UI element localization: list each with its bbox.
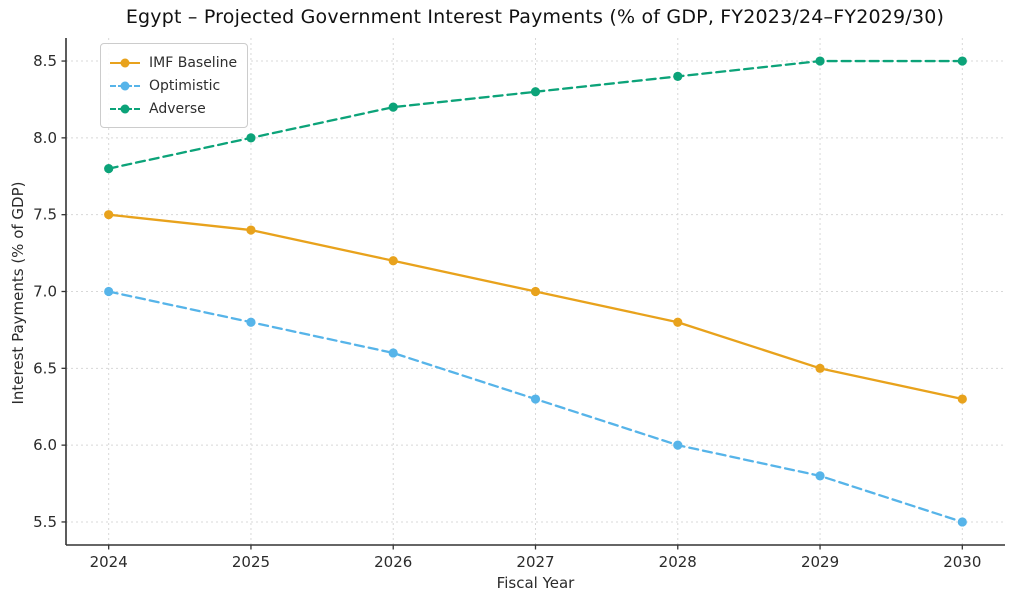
data-point-optimistic xyxy=(104,286,114,297)
y-tick-label: 8.5 xyxy=(33,52,57,70)
data-point-adverse xyxy=(530,87,541,97)
data-point-optimistic xyxy=(388,348,398,358)
legend-line-marker-icon xyxy=(110,104,140,114)
x-tick-label: 2029 xyxy=(801,553,839,571)
y-tick-label: 6.0 xyxy=(33,436,57,454)
y-axis-label: Interest Payments (% of GDP) xyxy=(9,181,27,405)
y-tick-label: 5.5 xyxy=(33,513,57,531)
legend-line-marker-icon xyxy=(110,81,140,91)
data-point-adverse xyxy=(246,133,256,143)
data-point-imf-baseline xyxy=(530,286,541,297)
y-tick-label: 7.5 xyxy=(33,206,57,224)
chart-title: Egypt – Projected Government Interest Pa… xyxy=(125,6,945,28)
x-tick-label: 2030 xyxy=(943,553,981,571)
series-line-imf-baseline xyxy=(107,213,964,401)
data-point-imf-baseline xyxy=(246,225,256,235)
data-point-imf-baseline xyxy=(957,394,967,404)
legend-item: IMF Baseline xyxy=(110,51,237,74)
series-line-optimistic xyxy=(107,290,964,524)
y-tick-label: 7.0 xyxy=(33,283,57,301)
data-point-imf-baseline xyxy=(388,256,398,266)
data-point-adverse xyxy=(673,71,683,82)
x-tick-label: 2027 xyxy=(516,553,554,571)
legend-label: IMF Baseline xyxy=(149,54,238,71)
legend-line-marker-icon xyxy=(110,58,140,68)
data-point-adverse xyxy=(388,102,398,112)
legend-label: Adverse xyxy=(149,100,206,117)
x-tick-label: 2025 xyxy=(232,553,270,571)
data-point-adverse xyxy=(957,56,967,66)
data-point-optimistic xyxy=(815,471,825,481)
legend-item: Adverse xyxy=(110,97,237,120)
data-point-imf-baseline xyxy=(104,210,114,220)
y-tick-label: 8.0 xyxy=(33,129,57,147)
data-point-optimistic xyxy=(246,317,256,327)
x-tick-label: 2024 xyxy=(90,553,128,571)
data-point-adverse xyxy=(815,56,825,66)
data-point-optimistic xyxy=(673,440,683,450)
legend-item: Optimistic xyxy=(110,74,237,97)
legend-label: Optimistic xyxy=(149,77,221,94)
y-tick-label: 6.5 xyxy=(33,359,57,377)
legend: IMF Baseline Optimistic Adverse xyxy=(100,43,248,128)
x-tick-label: 2028 xyxy=(659,553,697,571)
data-point-optimistic xyxy=(530,394,541,404)
data-point-imf-baseline xyxy=(815,363,825,373)
data-point-optimistic xyxy=(957,517,967,527)
x-tick-label: 2026 xyxy=(374,553,412,571)
x-axis-label: Fiscal Year xyxy=(496,574,575,592)
data-point-adverse xyxy=(104,163,114,174)
data-point-imf-baseline xyxy=(673,317,683,327)
